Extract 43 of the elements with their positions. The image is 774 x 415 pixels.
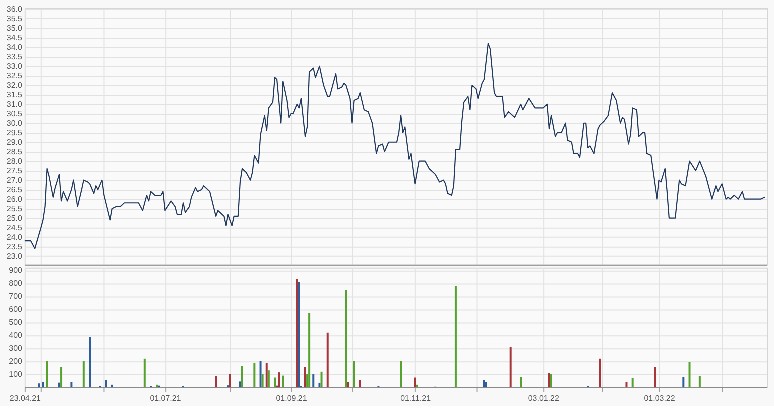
y-tick-label: 25.5 (6, 204, 24, 214)
y-tick-label: 200 (9, 356, 24, 366)
y-tick-label: 24.0 (6, 232, 24, 242)
y-tick-label: 24.5 (6, 223, 24, 232)
x-tick-label: 01.09.21 (276, 394, 308, 403)
x-tick-label: 01.03.22 (644, 394, 676, 403)
y-tick-label: 600 (9, 304, 24, 314)
y-tick-label: 35.5 (6, 14, 24, 24)
y-tick-label: 30.0 (6, 118, 24, 128)
y-tick-label: 26.0 (6, 194, 24, 204)
y-tick-label: 23.0 (6, 252, 24, 261)
y-tick-label: 900 (9, 266, 24, 275)
y-tick-label: 29.0 (6, 138, 24, 147)
y-tick-label: 33.0 (6, 62, 24, 71)
x-tick-label: 01.07.21 (150, 394, 182, 403)
y-tick-label: 800 (9, 278, 24, 288)
y-tick-label: 30.5 (6, 109, 24, 118)
y-tick-label: 34.0 (6, 42, 24, 52)
x-tick-label: 03.01.22 (528, 394, 560, 403)
line-series (24, 43, 766, 250)
y-tick-label: 34.5 (6, 33, 24, 42)
y-tick-label: 400 (9, 330, 24, 340)
y-tick-label: 31.5 (6, 90, 24, 100)
y-tick-label: 25.0 (6, 214, 24, 223)
y-tick-label: 33.5 (6, 52, 24, 62)
y-tick-label: 35.0 (6, 24, 24, 33)
y-tick-label: 36.0 (6, 4, 24, 14)
y-tick-label: 28.0 (6, 156, 24, 166)
y-tick-label: 28.5 (6, 147, 24, 156)
y-tick-label: 27.0 (6, 176, 24, 185)
y-tick-label: 32.5 (6, 71, 24, 80)
y-tick-label: 300 (9, 344, 24, 353)
y-tick-label: 32.0 (6, 80, 24, 90)
x-tick-label: 23.04.21 (10, 394, 42, 403)
y-tick-label: 27.5 (6, 166, 24, 176)
y-tick-label: 31.0 (6, 100, 24, 109)
y-tick-label: 23.5 (6, 242, 24, 252)
x-tick-label: 01.11.21 (400, 394, 432, 403)
y-tick-label: 29.5 (6, 128, 24, 138)
y-tick-label: 500 (9, 318, 24, 327)
y-tick-label: 26.5 (6, 185, 24, 194)
y-tick-label: 700 (9, 292, 24, 301)
y-tick-label: 100 (9, 370, 24, 380)
